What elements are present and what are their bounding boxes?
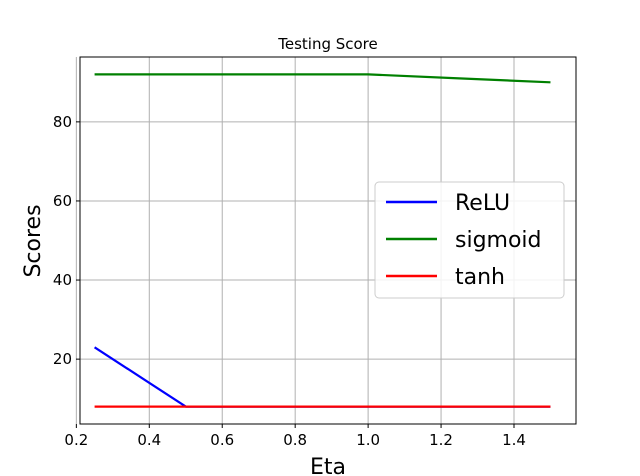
legend-label-sigmoid: sigmoid xyxy=(455,228,542,253)
x-tick-label: 0.2 xyxy=(64,431,88,449)
series-line-relu xyxy=(93,346,551,408)
y-tick-label: 20 xyxy=(53,350,72,368)
series-line-sigmoid xyxy=(94,73,551,84)
y-tick-label: 60 xyxy=(53,192,72,210)
ticks: 0.2 0.4 0.6 0.8 1.0 1.2 1.4 20 40 60 80 xyxy=(53,113,526,449)
x-tick-label: 0.4 xyxy=(137,431,161,449)
y-axis-label: Scores xyxy=(21,204,46,277)
legend-box xyxy=(374,181,565,299)
legend-label-relu: ReLU xyxy=(455,191,510,216)
x-axis-label: Eta xyxy=(310,455,346,476)
x-tick-label: 1.2 xyxy=(429,431,453,449)
chart-title: Testing Score xyxy=(277,35,378,53)
x-tick-label: 1.4 xyxy=(502,431,526,449)
legend-label-tanh: tanh xyxy=(455,265,505,290)
x-tick-label: 0.8 xyxy=(283,431,307,449)
plot-frame xyxy=(79,56,577,425)
x-tick-label: 1.0 xyxy=(356,431,380,449)
legend: ReLU sigmoid tanh xyxy=(374,181,565,299)
series-group xyxy=(93,73,551,408)
x-tick-label: 0.6 xyxy=(210,431,234,449)
y-tick-label: 80 xyxy=(53,113,72,131)
y-tick-label: 40 xyxy=(53,271,72,289)
